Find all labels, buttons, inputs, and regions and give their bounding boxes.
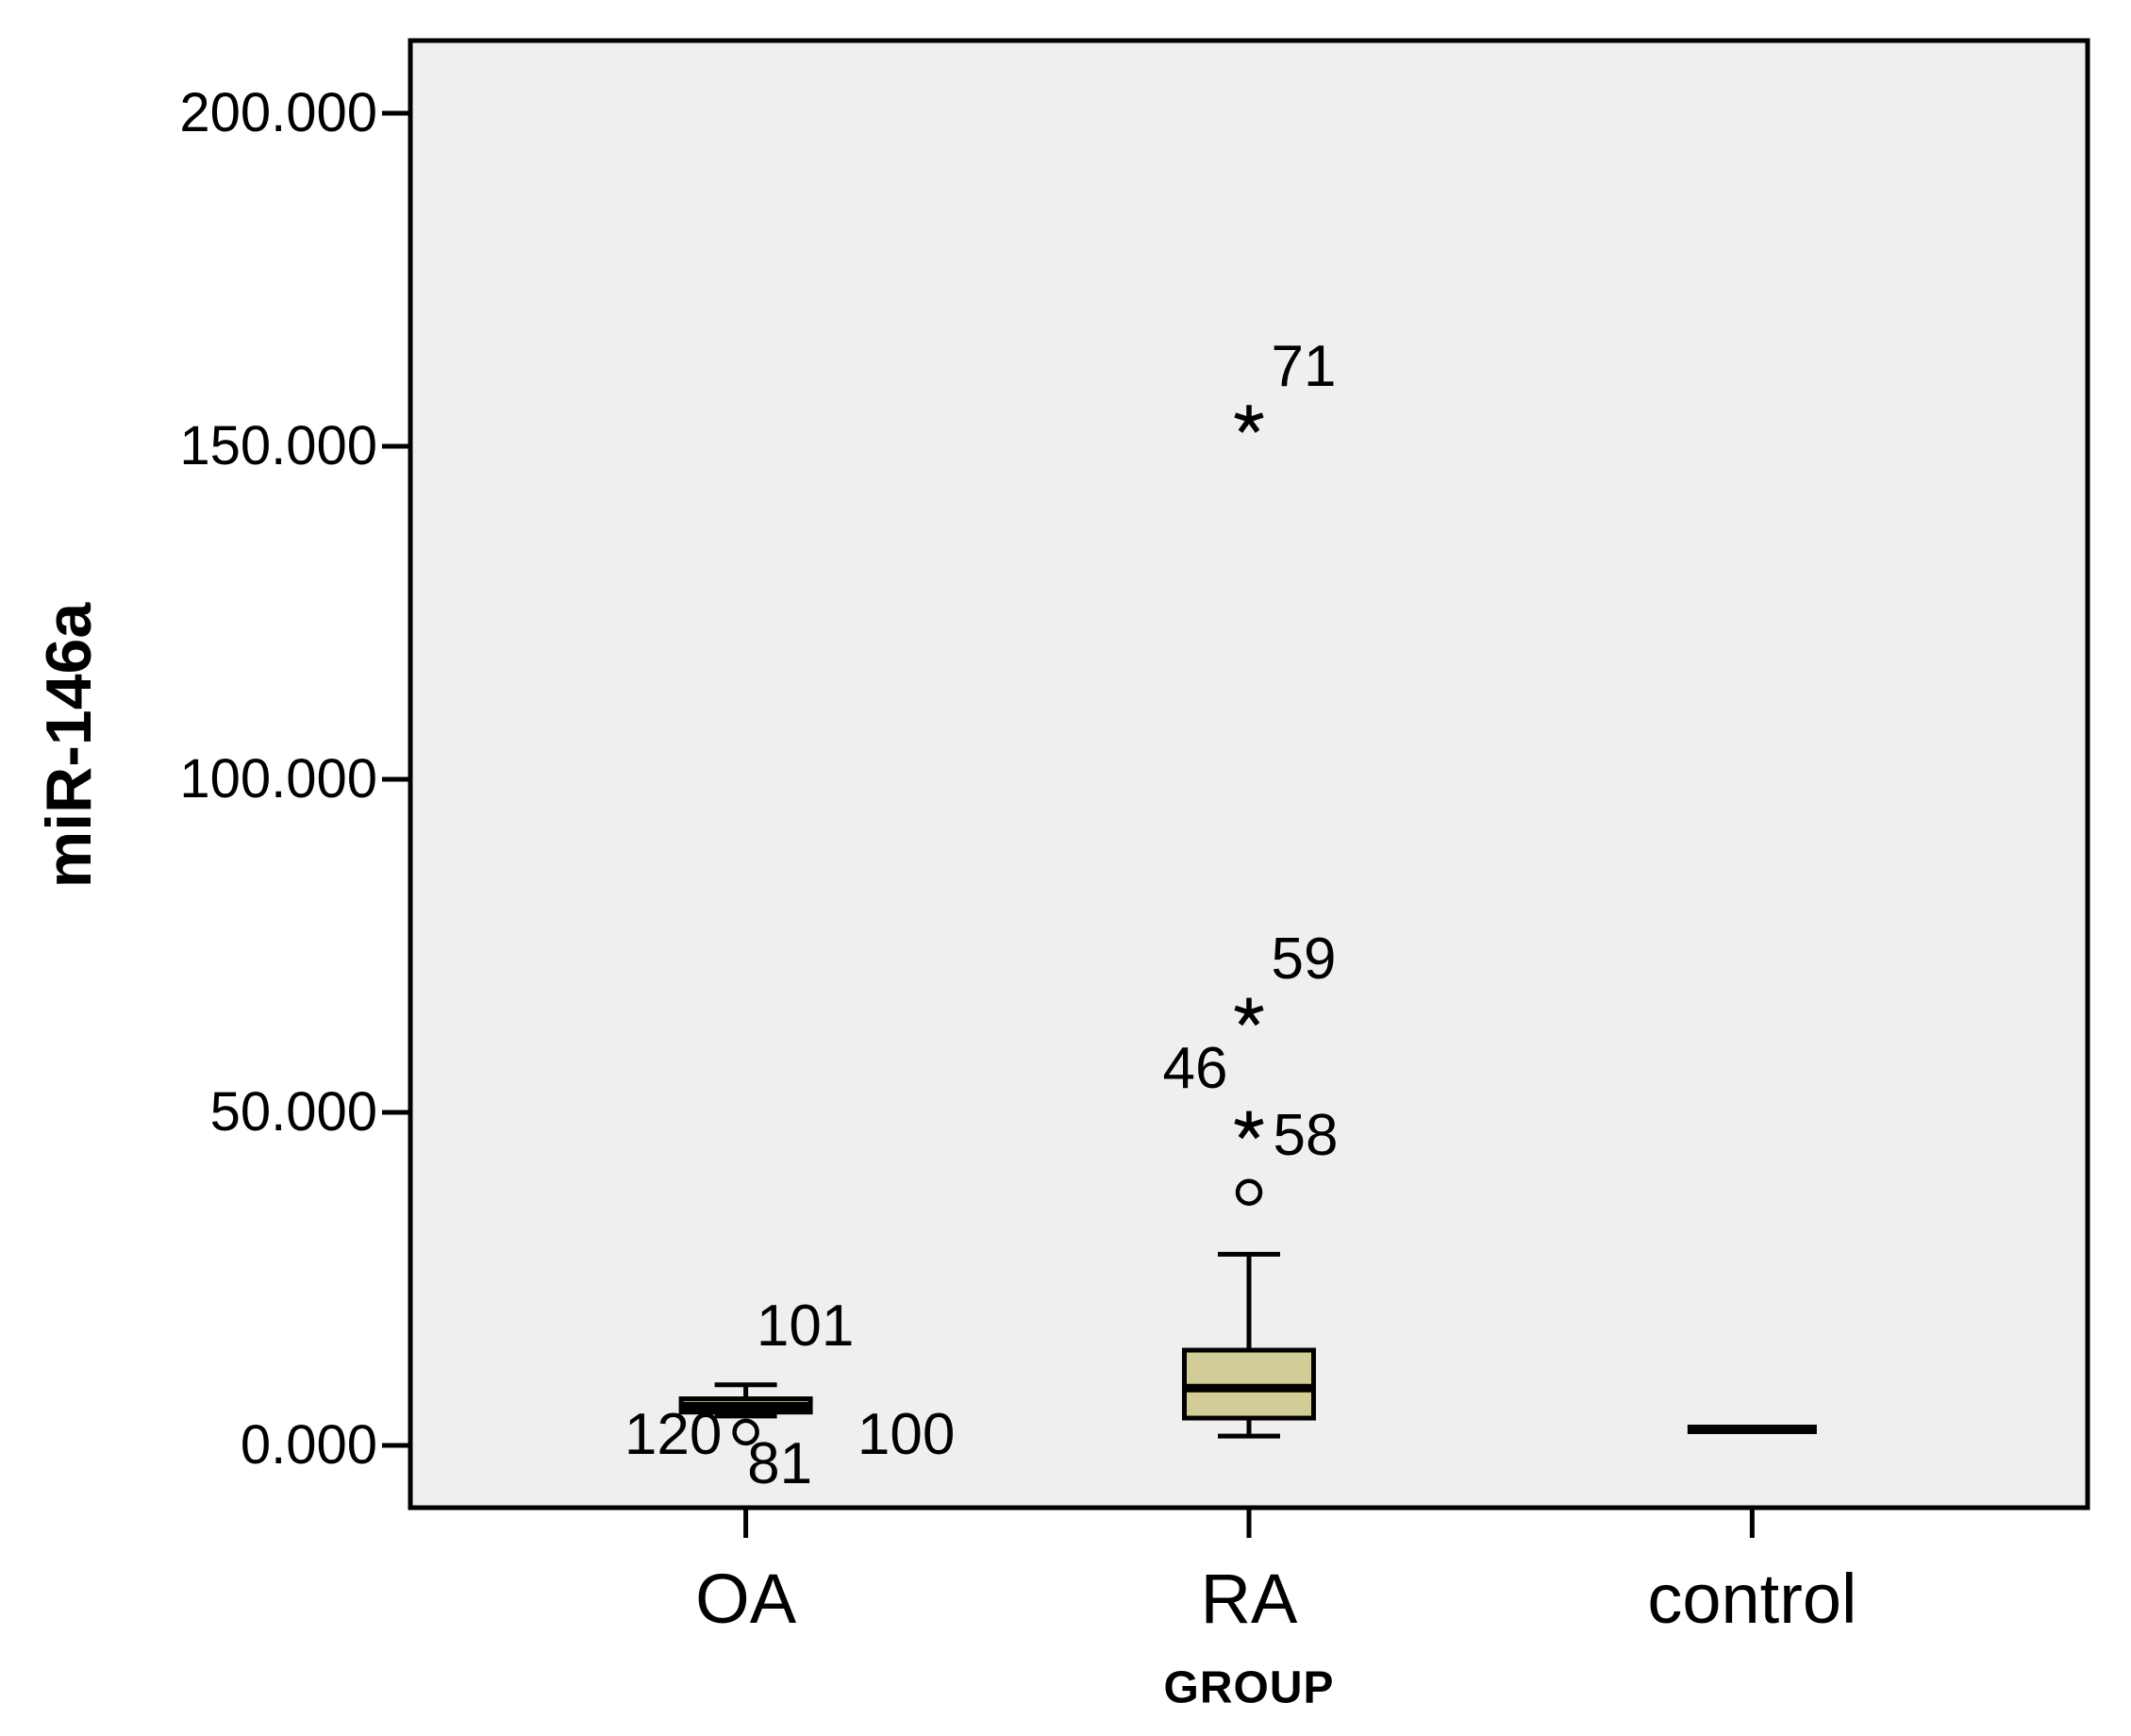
- y-tick-label-150000: 150.000: [179, 415, 377, 476]
- outlier-case-label-46: 46: [1162, 1036, 1228, 1102]
- outlier-case-label-58: 58: [1273, 1103, 1339, 1169]
- y-axis-title: miR-146a: [33, 602, 105, 889]
- x-axis-title: GROUP: [1163, 1662, 1335, 1713]
- x-category-label-ra: RA: [1200, 1560, 1298, 1638]
- outlier-case-label-71: 71: [1271, 333, 1337, 399]
- outlier-case-label-81: 81: [747, 1430, 813, 1496]
- x-category-label-control: control: [1647, 1560, 1857, 1638]
- x-category-label-oa: OA: [695, 1560, 797, 1638]
- outlier-case-label-100: 100: [857, 1401, 956, 1467]
- outlier-case-label-120: 120: [624, 1401, 723, 1467]
- outlier-circle-marker: [1235, 1178, 1263, 1206]
- y-tick-label-50000: 50.000: [209, 1081, 377, 1143]
- outlier-circle-marker: [732, 1418, 759, 1446]
- outlier-case-label-59: 59: [1271, 926, 1337, 993]
- extreme-asterisk-marker: [1248, 412, 1264, 423]
- y-tick-label-0: 0.000: [240, 1414, 377, 1476]
- outlier-case-label-101: 101: [756, 1294, 855, 1360]
- extreme-asterisk-marker: [1248, 1005, 1264, 1015]
- y-tick-label-200000: 200.000: [179, 82, 377, 143]
- extreme-asterisk-marker: [1248, 1118, 1264, 1128]
- y-tick-label-100000: 100.000: [179, 748, 377, 810]
